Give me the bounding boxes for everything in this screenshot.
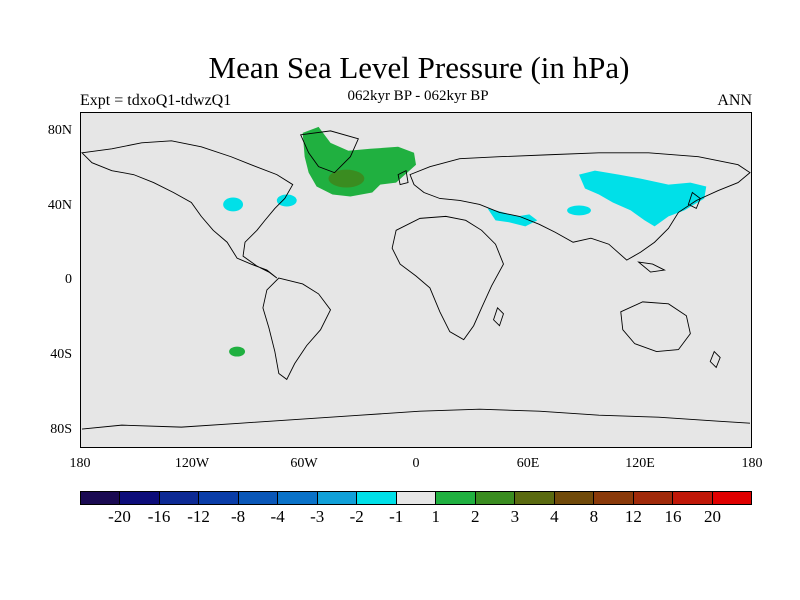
south-pacific-anomaly [229, 346, 246, 357]
colorbar-segment [712, 492, 751, 504]
colorbar-segment [238, 492, 279, 504]
positive-anomaly-regions [229, 126, 416, 357]
north-america-coast [81, 140, 294, 279]
north-atlantic-anomaly-core [328, 169, 365, 188]
south-america-coast [262, 277, 332, 381]
colorbar-segment [199, 492, 239, 504]
colorbar-segment [515, 492, 555, 504]
eurasia-coast [409, 152, 751, 261]
new-zealand-coast [709, 350, 721, 369]
plot-title: Mean Sea Level Pressure (in hPa) [208, 50, 630, 85]
colorbar-label: 16 [664, 507, 682, 526]
colorbar-label: 4 [550, 507, 559, 526]
colorbar-segment [396, 492, 437, 504]
colorbar-label: -16 [147, 507, 171, 526]
colorbar-segment [673, 492, 713, 504]
colorbar-segment [317, 492, 358, 504]
colorbar-segment [633, 492, 674, 504]
north-atlantic-anomaly [302, 126, 416, 197]
colorbar-label: 2 [471, 507, 480, 526]
north-america-west-anomaly [223, 197, 244, 212]
colorbar-segment [436, 492, 476, 504]
lon-tick-label: 120E [625, 456, 655, 471]
map-panel [80, 112, 752, 448]
indonesia-coast [637, 261, 666, 273]
japan-coast [687, 191, 701, 210]
lon-tick-label: 60E [516, 456, 540, 471]
colorbar-label: -12 [187, 507, 210, 526]
colorbar-label: -20 [108, 507, 131, 526]
colorbar-segment [159, 492, 200, 504]
madagascar-coast [493, 307, 504, 327]
asia-anomaly [579, 170, 707, 227]
colorbar-label: 8 [589, 507, 599, 526]
colorbar-label: -3 [310, 507, 325, 526]
africa-coast [391, 215, 504, 341]
colorbar-label: -1 [389, 507, 404, 526]
colorbar [80, 491, 752, 505]
colorbar-label: 3 [510, 507, 520, 526]
colorbar-label: 20 [703, 507, 721, 526]
lon-tick-label: 180 [741, 456, 763, 471]
colorbar-segment [278, 492, 318, 504]
lat-tick-label: 80N [47, 123, 72, 138]
lat-tick-label: 0 [65, 272, 72, 287]
colorbar-segment [120, 492, 160, 504]
lat-tick-label: 40S [50, 347, 72, 362]
colorbar-segment [357, 492, 397, 504]
lon-tick-label: 0 [412, 456, 420, 471]
lat-tick-label: 80S [50, 422, 72, 437]
colorbar-segment [554, 492, 595, 504]
negative-anomaly-regions [223, 170, 707, 227]
world-map [81, 126, 751, 430]
colorbar-label: -8 [231, 507, 246, 526]
colorbar-label: 12 [624, 507, 642, 526]
uk-coast [397, 169, 409, 186]
middle-east-anomaly [487, 208, 538, 227]
lon-tick-label: 180 [69, 456, 91, 471]
colorbar-label: 1 [431, 507, 441, 526]
central-asia-anomaly [567, 205, 591, 216]
plot-subtitle: 062kyr BP - 062kyr BP [347, 88, 489, 104]
australia-coast [620, 301, 691, 353]
colorbar-segment [81, 492, 121, 504]
colorbar-label: -2 [349, 507, 364, 526]
north-america-east-anomaly [276, 194, 297, 207]
lon-tick-label: 60W [290, 456, 318, 471]
antarctica-coast [81, 408, 751, 430]
coastlines [81, 130, 751, 430]
lon-tick-label: 120W [174, 456, 210, 471]
colorbar-segment [594, 492, 634, 504]
colorbar-segment [475, 492, 516, 504]
season-label: ANN [717, 92, 752, 109]
lat-tick-label: 40N [47, 198, 72, 213]
colorbar-label: -4 [270, 507, 285, 526]
experiment-label: Expt = tdxoQ1-tdwzQ1 [80, 92, 232, 109]
greenland-coast [300, 130, 359, 174]
